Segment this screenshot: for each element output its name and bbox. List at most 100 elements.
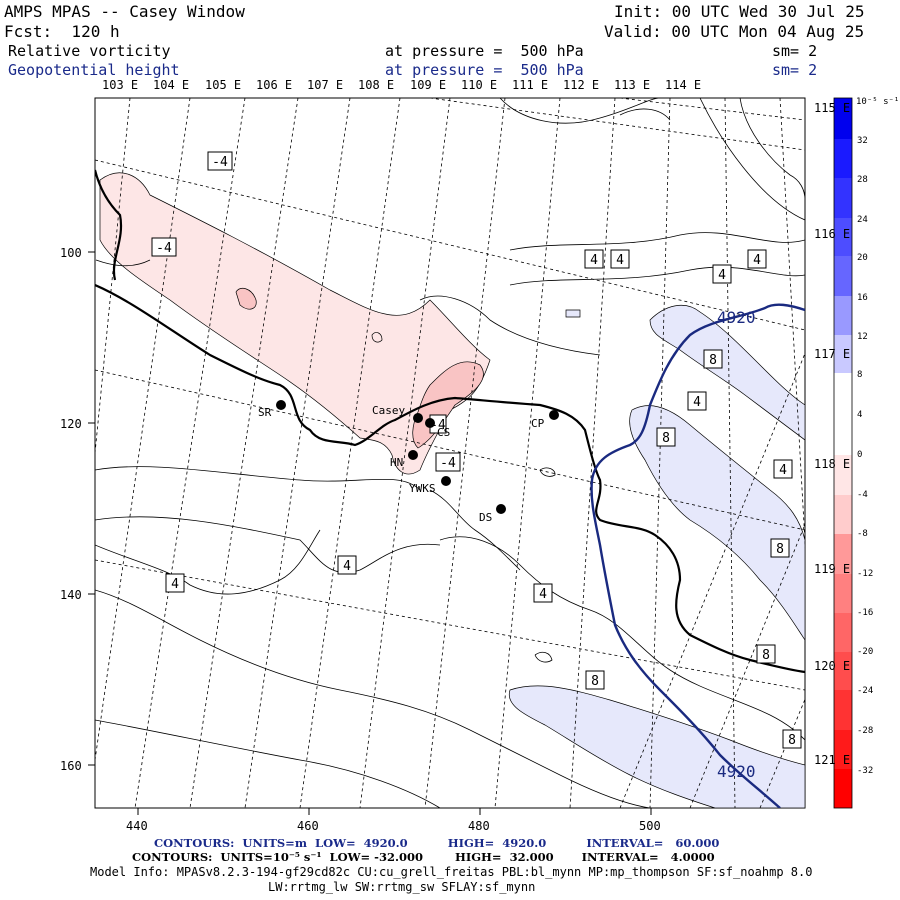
contour-label-text: -4: [440, 456, 456, 471]
colorbar-cell: [834, 373, 852, 455]
contour-label-text: 4: [590, 253, 598, 268]
vorticity-contour-info: CONTOURS: UNITS=10⁻⁵ s⁻¹ LOW= -32.000 HI…: [132, 850, 715, 864]
contour-label-text: -4: [156, 241, 172, 256]
forecast-hour: Fcst: 120 h: [4, 22, 120, 41]
vorticity-neg-tiny: [371, 332, 383, 343]
colorbar-level: -32: [857, 766, 873, 776]
lon-label: 113 E: [614, 78, 650, 92]
contour-label-text: 4: [779, 463, 787, 478]
colorbar-cell: [834, 495, 852, 534]
contour-label-text: 8: [591, 674, 599, 689]
field2-name: Geopotential height: [8, 61, 180, 79]
contour-label: 8: [585, 670, 605, 690]
height-contour-info: CONTOURS: UNITS=m LOW= 4920.0 HIGH= 4920…: [154, 836, 720, 850]
station-label-casey: Casey: [372, 404, 405, 417]
contour-label-text: 8: [762, 648, 770, 663]
contour-label: 8: [756, 644, 776, 664]
lon-label: 112 E: [563, 78, 599, 92]
coastline: [95, 283, 805, 674]
colorbar-cell: [834, 613, 852, 652]
coastline-west: [95, 169, 123, 281]
model-title: AMPS MPAS -- Casey Window: [4, 2, 245, 21]
field2-smoothing: sm= 2: [772, 61, 818, 79]
contour-label: 8: [703, 349, 723, 369]
contour-label: 4: [533, 583, 553, 603]
station-markers: SR Casey CS HN YWKS DS CP: [258, 400, 559, 524]
x-tick-label: 500: [639, 819, 661, 833]
contour-label-text: -4: [212, 155, 228, 170]
station-label-cp: CP: [531, 417, 545, 430]
contour-label: -4: [435, 452, 461, 472]
lon-label: 103 E: [102, 78, 138, 92]
y-tick-label: 100: [60, 246, 82, 260]
longitude-labels-top: 103 E 104 E 105 E 106 E 107 E 108 E 109 …: [102, 78, 701, 92]
colorbar-cell: [834, 574, 852, 613]
colorbar-level: 0: [857, 450, 862, 460]
contour-label-text: 8: [709, 353, 717, 368]
station-dot-hn: [408, 450, 418, 460]
contour-label-text: 8: [788, 733, 796, 748]
lon-label-right: 117 E: [814, 347, 850, 361]
station-dot-cs: [425, 418, 435, 428]
station-dot-ds: [496, 504, 506, 514]
contour-label: 8: [782, 729, 802, 749]
model-info: Model Info: MPASv8.2.3-194-gf29cd82c CU:…: [90, 865, 813, 879]
contour-label: 8: [656, 427, 676, 447]
vorticity-pos-region-3: [508, 685, 805, 808]
height-contour-4920: [590, 303, 805, 808]
field1-smoothing: sm= 2: [772, 42, 818, 60]
colorbar-level: -16: [857, 608, 873, 618]
station-label-hn: HN: [390, 456, 403, 469]
vorticity-pos-region-2: [629, 405, 805, 641]
colorbar-cell: [834, 534, 852, 574]
contour-label-text: 4: [539, 587, 547, 602]
contour-label: 4: [584, 249, 604, 269]
contour-label-text: 4: [171, 577, 179, 592]
colorbar-cell: [834, 139, 852, 178]
lon-label-right: 121 E: [814, 753, 850, 767]
lon-label: 105 E: [205, 78, 241, 92]
lon-label: 114 E: [665, 78, 701, 92]
colorbar-level: 20: [857, 253, 868, 263]
longitude-gridlines: [95, 98, 805, 808]
contour-label-text: 4: [616, 253, 624, 268]
latitude-gridlines: [95, 98, 805, 691]
lon-label-right: 115 E: [814, 101, 850, 115]
colorbar-level: 24: [857, 215, 868, 225]
contour-label-text: 8: [776, 542, 784, 557]
colorbar-cell: [834, 652, 852, 690]
height-label: 4920: [717, 762, 756, 781]
contour-label: 4: [773, 459, 793, 479]
lon-label: 109 E: [410, 78, 446, 92]
station-dot-casey: [413, 413, 423, 423]
contour-label-text: 4: [718, 268, 726, 283]
colorbar-level: 12: [857, 332, 868, 342]
colorbar-level: -28: [857, 726, 873, 736]
contour-label-text: 8: [662, 431, 670, 446]
colorbar-cell: [834, 178, 852, 218]
contour-label: 8: [770, 538, 790, 558]
colorbar-cell: [834, 256, 852, 296]
station-label-sr: SR: [258, 406, 272, 419]
colorbar-cell: [834, 98, 852, 139]
colorbar-cell: [834, 218, 852, 256]
colorbar-unit: 10⁻⁵ s⁻¹: [856, 97, 899, 107]
lon-label: 108 E: [358, 78, 394, 92]
init-time: Init: 00 UTC Wed 30 Jul 25: [614, 2, 865, 21]
vorticity-neg-small: [235, 287, 257, 310]
valid-time: Valid: 00 UTC Mon 04 Aug 25: [604, 22, 865, 41]
contour-label-text: 4: [753, 253, 761, 268]
lon-label: 110 E: [461, 78, 497, 92]
contour-label: 4: [687, 391, 707, 411]
colorbar-cell: [834, 690, 852, 730]
vorticity-contours: [95, 98, 805, 808]
contour-label-group: -4 -4 -4 -4 4 4 4 4 4 4 4 4 4 8 8 8 8 8 …: [151, 151, 802, 749]
height-label: 4920: [717, 308, 756, 327]
colorbar-level: 16: [857, 293, 868, 303]
colorbar-cell: [834, 455, 852, 495]
lon-label: 104 E: [153, 78, 189, 92]
contour-label: 4: [165, 573, 185, 593]
colorbar-level: 8: [857, 370, 862, 380]
station-dot-ywks: [441, 476, 451, 486]
